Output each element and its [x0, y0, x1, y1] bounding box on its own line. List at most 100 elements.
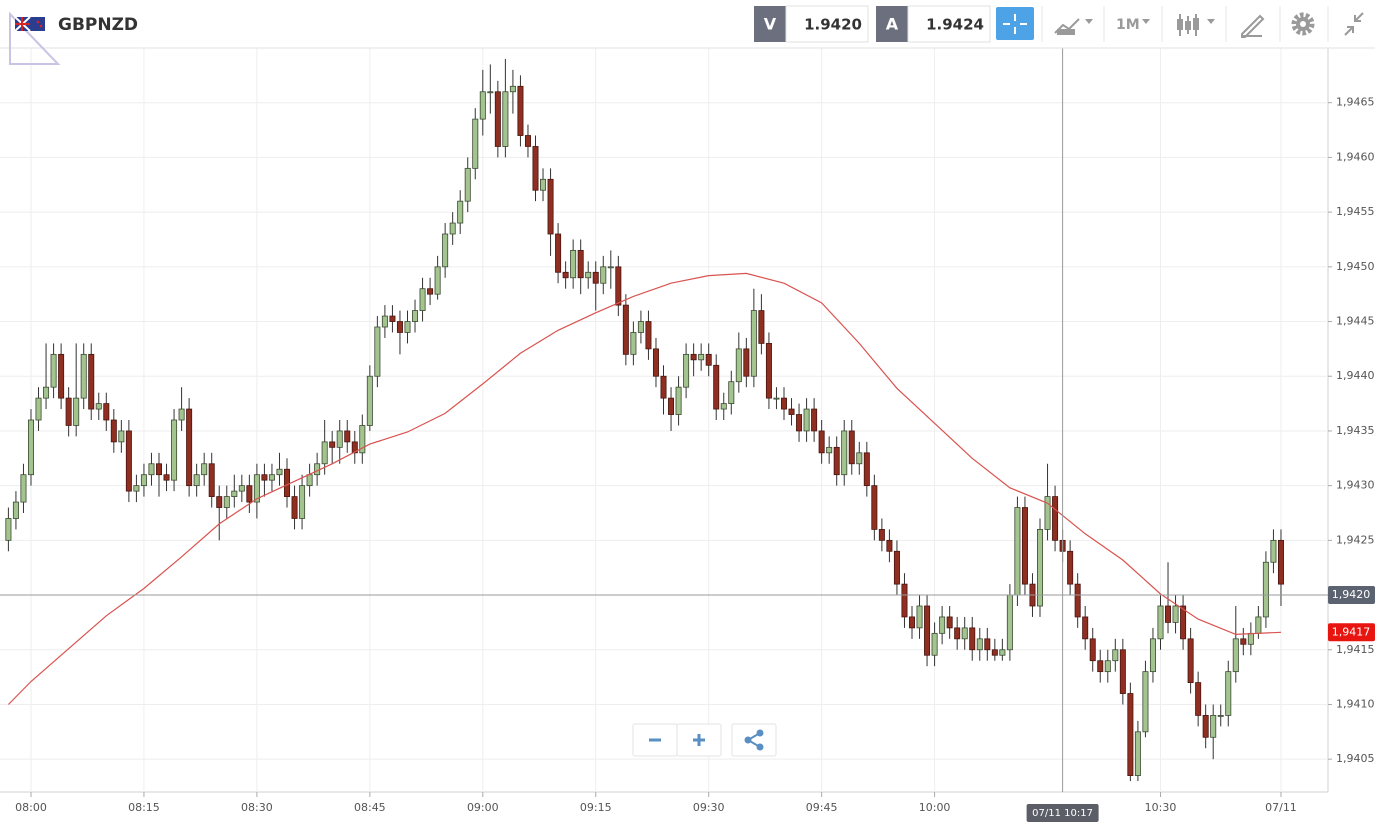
candle-body: [1044, 496, 1051, 530]
x-tick-label: 08:30: [241, 801, 273, 814]
candle-body: [427, 288, 434, 295]
candle-body: [329, 441, 336, 448]
candle-body: [381, 315, 388, 328]
candle-body: [939, 616, 946, 634]
x-tick-label: 09:30: [693, 801, 725, 814]
candle-body: [1157, 605, 1164, 640]
y-tick-label: 1,9435: [1336, 424, 1375, 437]
x-tick-label: 08:00: [15, 801, 47, 814]
settings-button[interactable]: [1291, 12, 1315, 36]
candle-body: [901, 583, 908, 618]
buy-box[interactable]: [907, 5, 991, 43]
crosshair-button[interactable]: [996, 7, 1034, 40]
candle-body: [1021, 507, 1028, 585]
candle-body: [886, 539, 893, 552]
candle-body: [1232, 638, 1239, 673]
candle-body: [178, 408, 185, 421]
candle-body: [871, 485, 878, 530]
buy-price[interactable]: 1.9424: [926, 16, 984, 34]
candle-body: [412, 310, 419, 322]
candle-body: [464, 167, 471, 202]
candle-body: [118, 430, 125, 443]
timeframe[interactable]: 1M: [1116, 17, 1140, 33]
candle-body: [984, 638, 991, 651]
candle-body: [314, 463, 321, 476]
candle-body: [909, 616, 916, 629]
candle-body: [878, 529, 885, 541]
sell-box[interactable]: [785, 5, 869, 43]
candle-body: [555, 233, 562, 273]
candle-body: [1172, 605, 1179, 623]
draw-button[interactable]: [1241, 14, 1265, 38]
sell-price[interactable]: 1.9420: [804, 16, 862, 34]
candle-body: [163, 474, 170, 481]
candle-body: [1255, 616, 1262, 634]
candle-body: [1142, 671, 1149, 733]
candle-body: [1052, 496, 1059, 541]
candle-body: [976, 638, 983, 651]
header: [0, 0, 1375, 48]
candle-body: [765, 343, 772, 399]
timeframe-caret[interactable]: [1142, 19, 1150, 24]
zoom-out-button[interactable]: [632, 723, 678, 757]
sell-tag[interactable]: V: [764, 15, 777, 34]
candle-body: [570, 250, 577, 279]
candle-body: [863, 452, 870, 487]
candle-body: [284, 468, 291, 497]
candle-body: [532, 146, 539, 191]
candle-body: [1127, 693, 1134, 776]
candle-body: [811, 408, 818, 432]
candle-body: [547, 178, 554, 235]
candle-body: [276, 468, 283, 476]
collapse-button[interactable]: [1344, 12, 1364, 36]
candle-body: [818, 430, 825, 454]
candle-body: [133, 485, 140, 492]
candle-body: [540, 178, 547, 191]
x-tick-label: 08:15: [128, 801, 160, 814]
candle-body: [637, 321, 644, 333]
candle-body: [1270, 539, 1277, 563]
flag-icon: [14, 16, 45, 32]
chart-type-button[interactable]: [1177, 14, 1215, 36]
candle-body: [374, 326, 381, 377]
buy-tag[interactable]: A: [886, 15, 899, 34]
candle-body: [728, 381, 735, 404]
plot-area: 1,9405 1,9410 1,9415 1,9420 1,9425 1,9430 1,94…: [0, 48, 1375, 822]
x-tick-label: 10:30: [1145, 801, 1177, 814]
candle-body: [509, 85, 516, 93]
y-tick-label: 1,9450: [1336, 260, 1375, 273]
candle-body: [27, 419, 34, 476]
candle-body: [344, 430, 351, 443]
candle-body: [668, 397, 675, 415]
candle-body: [683, 353, 690, 388]
candle-body: [961, 627, 968, 640]
buy-tag-box[interactable]: [876, 6, 908, 42]
sell-tag-box[interactable]: [754, 6, 786, 42]
candle-body: [88, 353, 95, 410]
indicators-button[interactable]: [1054, 18, 1093, 35]
candle-body: [502, 91, 509, 147]
candle-body: [366, 375, 373, 426]
y-tick-label: 1,9460: [1336, 150, 1375, 163]
candle-body: [773, 397, 780, 400]
candle-body: [336, 430, 343, 448]
y-tick-label: 1,9405: [1336, 752, 1375, 765]
candle-body: [592, 271, 599, 284]
zoom-in-button[interactable]: [676, 723, 722, 757]
share-button[interactable]: [731, 723, 777, 757]
x-tick-label: 08:45: [354, 801, 386, 814]
x-tick-label: 09:15: [580, 801, 612, 814]
candle-body: [600, 266, 607, 284]
candle-body: [35, 397, 42, 421]
candle-body: [73, 397, 80, 426]
candle-body: [351, 441, 358, 454]
candle-body: [1262, 561, 1269, 618]
y-tick-label: 1,9430: [1336, 479, 1375, 492]
candle-body: [803, 408, 810, 432]
candle-body: [735, 348, 742, 383]
candle-body: [404, 321, 411, 333]
candle-body: [110, 419, 117, 443]
candle-body: [43, 386, 50, 399]
candle-body: [1180, 605, 1187, 640]
